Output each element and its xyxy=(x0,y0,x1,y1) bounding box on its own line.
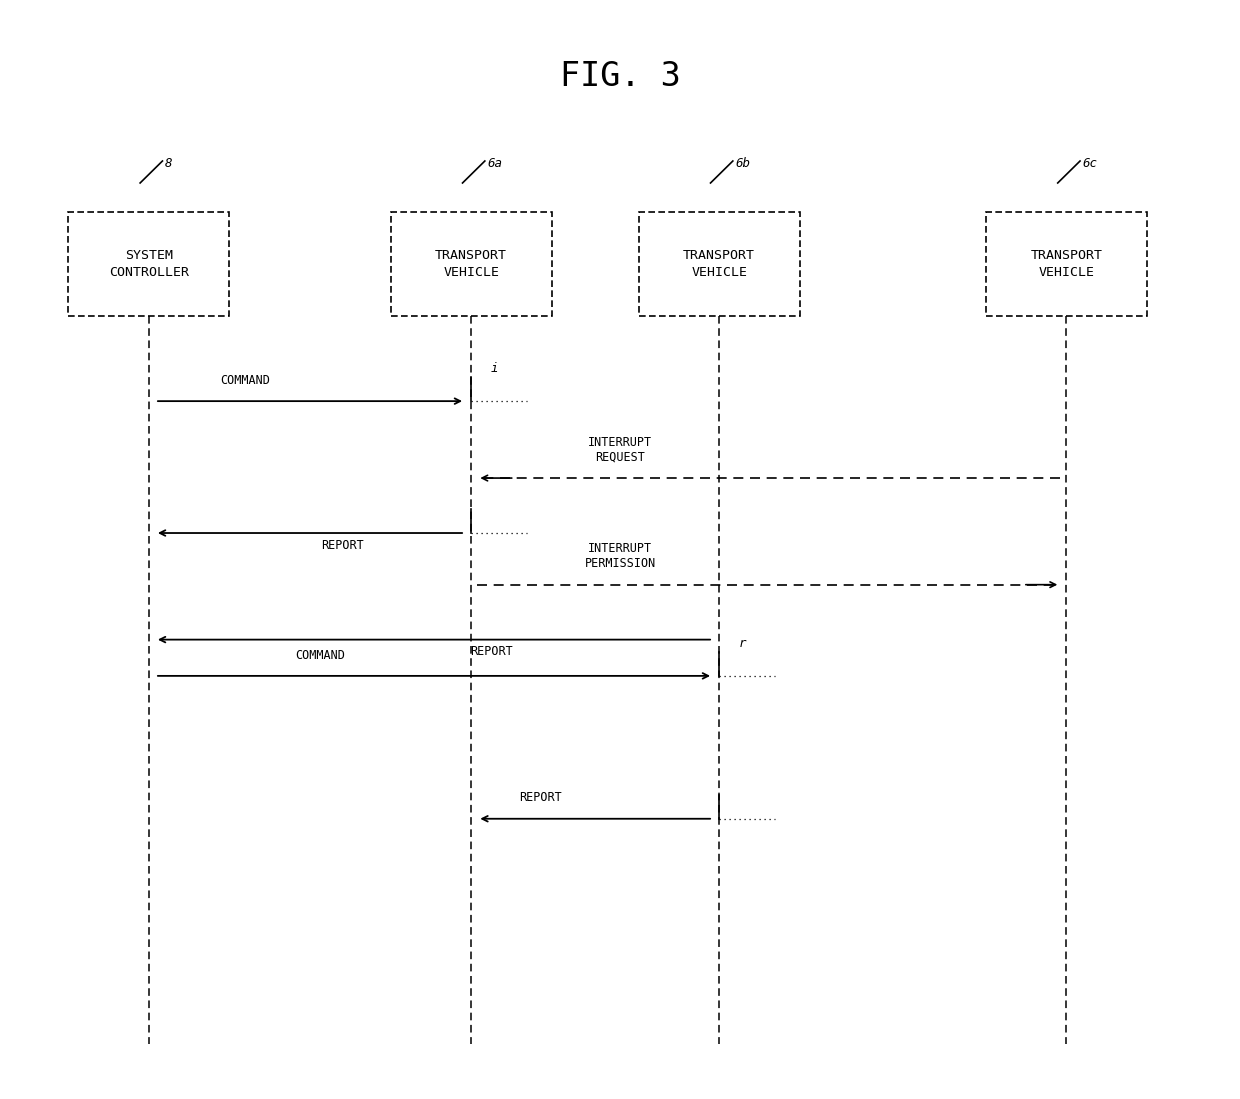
Text: TRANSPORT
VEHICLE: TRANSPORT VEHICLE xyxy=(683,248,755,279)
Bar xyxy=(986,211,1147,317)
Text: INTERRUPT
PERMISSION: INTERRUPT PERMISSION xyxy=(584,543,656,570)
Text: 8: 8 xyxy=(165,157,172,169)
Text: r: r xyxy=(739,636,746,650)
Text: FIG. 3: FIG. 3 xyxy=(559,60,681,93)
Text: REPORT: REPORT xyxy=(321,539,363,552)
Bar xyxy=(391,211,552,317)
Text: i: i xyxy=(491,362,498,375)
Text: TRANSPORT
VEHICLE: TRANSPORT VEHICLE xyxy=(1030,248,1102,279)
Text: 6c: 6c xyxy=(1083,157,1097,169)
Text: 6a: 6a xyxy=(487,157,502,169)
Text: COMMAND: COMMAND xyxy=(295,648,345,662)
Text: 6b: 6b xyxy=(735,157,750,169)
Text: INTERRUPT
REQUEST: INTERRUPT REQUEST xyxy=(588,436,652,464)
Bar xyxy=(68,211,229,317)
Bar xyxy=(639,211,800,317)
Text: TRANSPORT
VEHICLE: TRANSPORT VEHICLE xyxy=(435,248,507,279)
Text: COMMAND: COMMAND xyxy=(221,374,270,387)
Text: REPORT: REPORT xyxy=(470,645,512,658)
Text: SYSTEM
CONTROLLER: SYSTEM CONTROLLER xyxy=(109,248,188,279)
Text: REPORT: REPORT xyxy=(520,791,562,804)
